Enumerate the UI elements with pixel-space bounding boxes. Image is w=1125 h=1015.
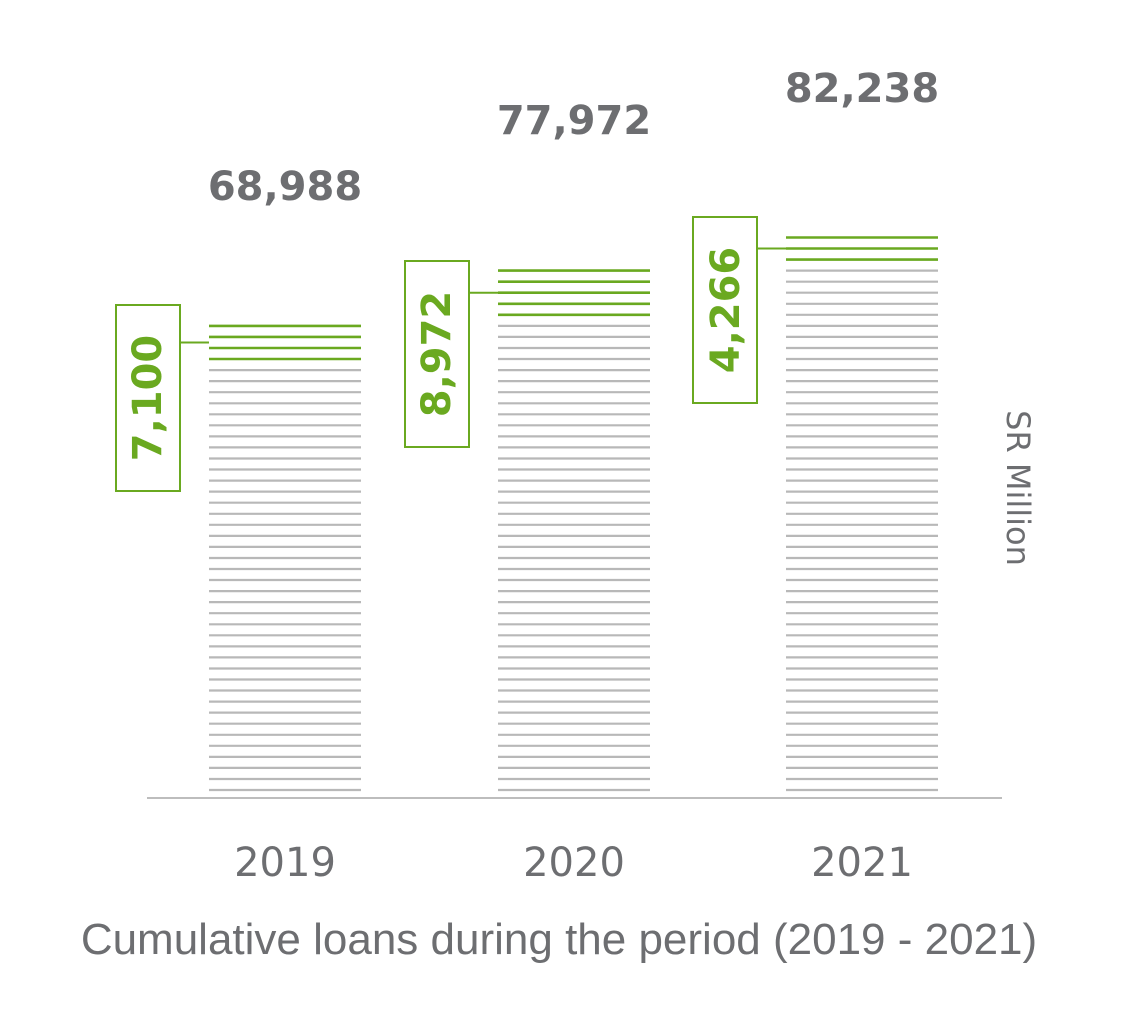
addition-label-2020: 8,972 — [414, 291, 460, 418]
addition-box-2020 — [404, 260, 470, 448]
total-label-2020: 77,972 — [497, 98, 651, 144]
total-label-2021: 82,238 — [785, 66, 939, 112]
chart-title: Cumulative loans during the period (2019… — [81, 915, 1037, 964]
addition-label-2021: 4,266 — [703, 247, 749, 374]
x-tick-label-2021: 2021 — [811, 840, 913, 886]
x-tick-label-2020: 2020 — [523, 840, 625, 886]
total-label-2019: 68,988 — [208, 164, 362, 210]
addition-label-2019: 7,100 — [125, 335, 171, 462]
x-tick-label-2019: 2019 — [234, 840, 336, 886]
bars-group — [115, 216, 938, 792]
addition-box-2019 — [115, 304, 181, 492]
addition-box-2021 — [692, 216, 758, 404]
y-axis-unit-label: SR Million — [999, 410, 1037, 566]
